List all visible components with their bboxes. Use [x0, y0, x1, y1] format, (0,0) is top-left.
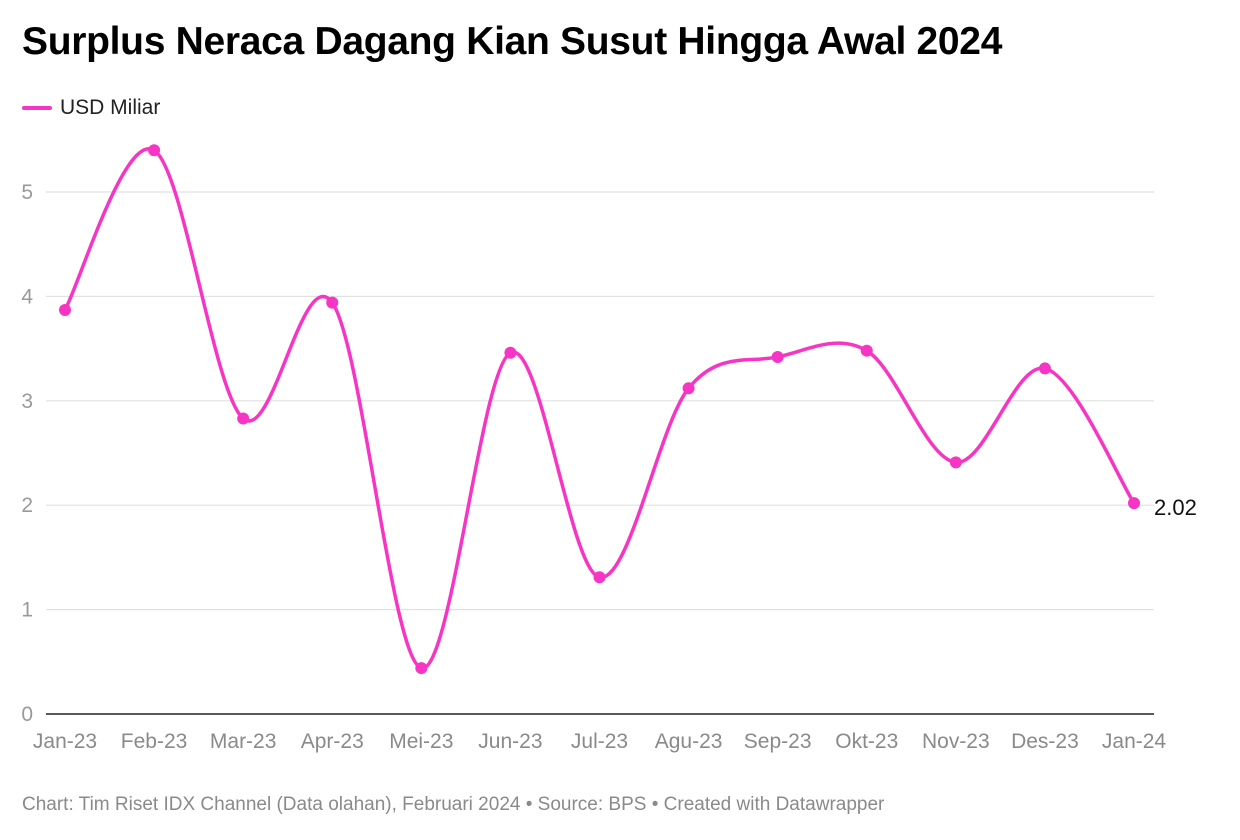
- x-tick-label: Okt-23: [835, 730, 898, 753]
- chart-title: Surplus Neraca Dagang Kian Susut Hingga …: [22, 20, 1003, 63]
- x-tick-label: Agu-23: [655, 730, 723, 753]
- y-axis-ticks: 0 1 2 3 4 5: [21, 181, 33, 726]
- x-axis-ticks: Jan-23 Feb-23 Mar-23 Apr-23 Mei-23 Jun-23 Jul-…: [33, 730, 1167, 753]
- x-tick-label: Nov-23: [922, 730, 990, 753]
- x-tick-label: Jan-24: [1102, 730, 1167, 753]
- x-tick-label: Apr-23: [301, 730, 364, 753]
- chart-footer: Chart: Tim Riset IDX Channel (Data olaha…: [22, 794, 885, 815]
- data-point-apr-23: [326, 296, 339, 309]
- data-point-nov-23: [949, 456, 962, 469]
- x-tick-label: Jun-23: [478, 730, 542, 753]
- data-point-des-23: [1038, 362, 1051, 375]
- data-point-jan-24: [1128, 497, 1140, 510]
- x-tick-label: Mar-23: [210, 730, 277, 753]
- legend-swatch: [22, 106, 52, 110]
- end-value-label: 2.02: [1154, 495, 1197, 520]
- x-tick-label: Des-23: [1011, 730, 1079, 753]
- line-chart: 0 1 2 3 4 5 Jan-23 Feb-23 Mar-23 Apr-23 Mei-23 Jun…: [21, 144, 1197, 753]
- legend: USD Miliar: [22, 96, 160, 120]
- data-point-jan-23: [59, 303, 71, 316]
- legend-label: USD Miliar: [60, 96, 161, 119]
- data-point-okt-23: [860, 344, 873, 357]
- gridlines: [46, 191, 1154, 611]
- x-tick-label: Mei-23: [389, 730, 453, 753]
- data-point-feb-23: [148, 144, 161, 157]
- data-point-jun-23: [504, 346, 517, 359]
- y-tick-label: 0: [21, 703, 33, 726]
- y-tick-label: 1: [21, 599, 33, 622]
- data-point-sep-23: [771, 350, 784, 363]
- data-point-mei-23: [415, 662, 428, 675]
- data-points: [59, 144, 1140, 675]
- y-tick-label: 5: [21, 181, 33, 204]
- series-line: [63, 147, 1136, 670]
- data-point-agu-23: [682, 382, 695, 395]
- data-point-mar-23: [237, 412, 250, 425]
- x-tick-label: Sep-23: [744, 730, 812, 753]
- y-tick-label: 4: [21, 285, 33, 308]
- x-tick-label: Feb-23: [121, 730, 188, 753]
- y-tick-label: 2: [21, 494, 33, 517]
- data-point-jul-23: [593, 571, 606, 584]
- x-tick-label: Jul-23: [571, 730, 628, 753]
- x-tick-label: Jan-23: [33, 730, 97, 753]
- y-tick-label: 3: [21, 390, 33, 413]
